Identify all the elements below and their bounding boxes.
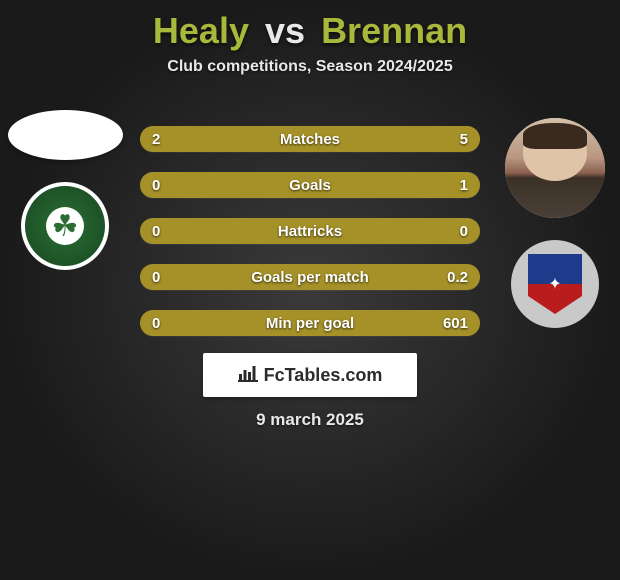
stat-row-hattricks: 0 Hattricks 0 xyxy=(140,218,480,244)
title-player2: Brennan xyxy=(321,10,467,51)
stat-row-goals-per-match: 0 Goals per match 0.2 xyxy=(140,264,480,290)
bar-chart-icon xyxy=(238,364,258,382)
stat-label: Hattricks xyxy=(140,218,480,244)
stat-row-matches: 2 Matches 5 xyxy=(140,126,480,152)
page-title: Healy vs Brennan xyxy=(0,0,620,52)
branding-text: FcTables.com xyxy=(264,365,383,386)
player1-club-badge xyxy=(21,182,109,270)
chart-icon xyxy=(238,364,258,387)
comparison-card: Healy vs Brennan Club competitions, Seas… xyxy=(0,0,620,580)
stat-row-min-per-goal: 0 Min per goal 601 xyxy=(140,310,480,336)
right-column xyxy=(490,118,620,328)
left-column xyxy=(0,110,130,270)
stat-label: Min per goal xyxy=(140,310,480,336)
player2-club-badge xyxy=(511,240,599,328)
stat-row-goals: 0 Goals 1 xyxy=(140,172,480,198)
title-vs: vs xyxy=(265,10,305,51)
stat-label: Goals xyxy=(140,172,480,198)
stat-value-right: 0.2 xyxy=(447,264,468,290)
stat-value-right: 1 xyxy=(460,172,468,198)
player2-avatar xyxy=(505,118,605,218)
shield-icon xyxy=(528,254,582,314)
stat-value-right: 0 xyxy=(460,218,468,244)
photo-face xyxy=(505,118,605,218)
branding-badge: FcTables.com xyxy=(203,353,417,397)
stat-value-right: 5 xyxy=(460,126,468,152)
date-label: 9 march 2025 xyxy=(0,410,620,430)
stat-label: Matches xyxy=(140,126,480,152)
stats-bars: 2 Matches 5 0 Goals 1 0 Hattricks 0 0 Go… xyxy=(140,126,480,336)
player1-avatar xyxy=(8,110,123,160)
stat-value-right: 601 xyxy=(443,310,468,336)
subtitle: Club competitions, Season 2024/2025 xyxy=(0,58,620,76)
title-player1: Healy xyxy=(153,10,249,51)
stat-label: Goals per match xyxy=(140,264,480,290)
